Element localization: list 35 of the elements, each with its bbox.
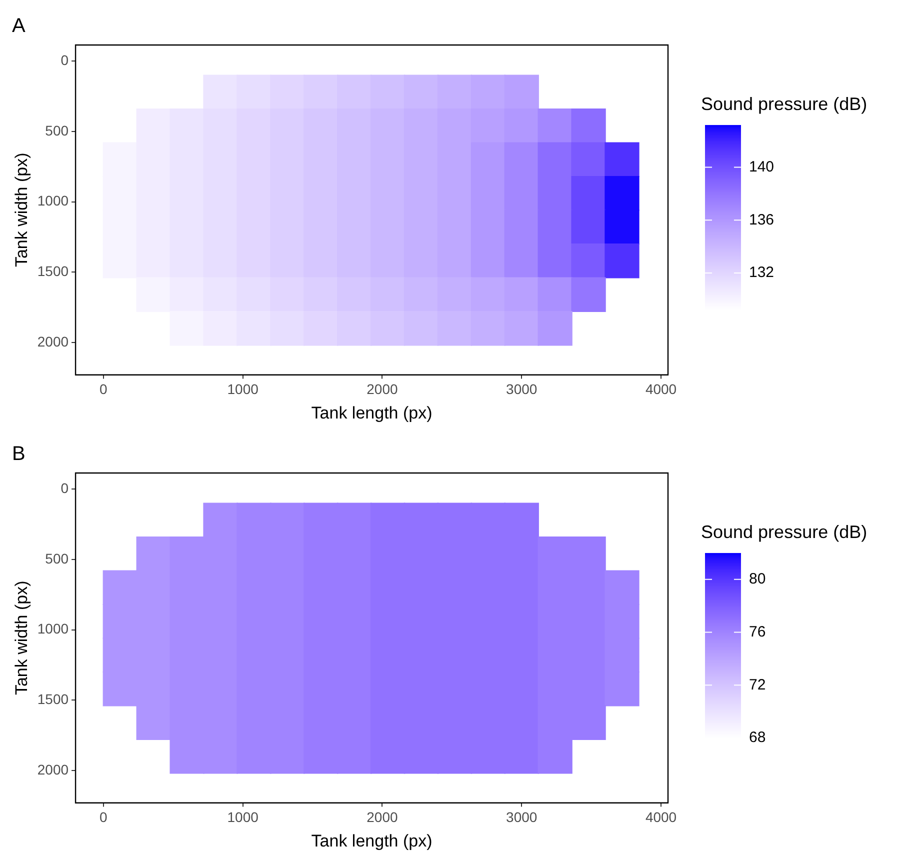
chart-title: A xyxy=(12,15,26,37)
y-tick-label: 1000 xyxy=(37,620,69,637)
y-tick-label: 500 xyxy=(45,550,69,566)
x-axis-title: Tank length (px) xyxy=(311,831,432,850)
y-tick-label: 0 xyxy=(60,480,69,496)
y-tick-label: 1000 xyxy=(37,192,69,209)
color-bar-label: 76 xyxy=(749,623,766,640)
y-tick-label: 1500 xyxy=(37,690,69,707)
color-bar-label: 132 xyxy=(749,264,774,282)
y-tick-label: 1500 xyxy=(37,262,69,279)
color-bar-title: Sound pressure (dB) xyxy=(701,94,868,114)
y-tick-label: 2000 xyxy=(37,333,69,350)
color-bar-label: 72 xyxy=(749,676,766,694)
color-bar-label: 136 xyxy=(749,211,774,228)
x-tick-label: 4000 xyxy=(645,381,677,398)
color-bar-title: Sound pressure (dB) xyxy=(701,522,868,542)
y-tick-label: 0 xyxy=(60,52,69,68)
color-bar-label: 140 xyxy=(749,158,774,176)
y-tick-label: 2000 xyxy=(37,761,69,778)
x-tick-label: 3000 xyxy=(506,381,538,398)
x-tick-label: 0 xyxy=(100,809,108,826)
y-tick-label: 500 xyxy=(45,122,69,138)
x-tick-label: 3000 xyxy=(506,809,538,826)
x-tick-label: 2000 xyxy=(366,809,398,826)
y-axis-title: Tank width (px) xyxy=(12,580,31,696)
x-tick-label: 2000 xyxy=(366,381,398,398)
x-tick-label: 1000 xyxy=(227,809,259,826)
x-tick-label: 4000 xyxy=(645,809,677,826)
chart-title: B xyxy=(12,443,26,465)
y-axis-title: Tank width (px) xyxy=(12,152,31,268)
x-tick-label: 1000 xyxy=(227,381,259,398)
x-tick-label: 0 xyxy=(100,381,108,398)
color-bar-label: 68 xyxy=(749,729,766,746)
color-bar-label: 80 xyxy=(749,570,766,588)
x-axis-title: Tank length (px) xyxy=(311,403,432,422)
